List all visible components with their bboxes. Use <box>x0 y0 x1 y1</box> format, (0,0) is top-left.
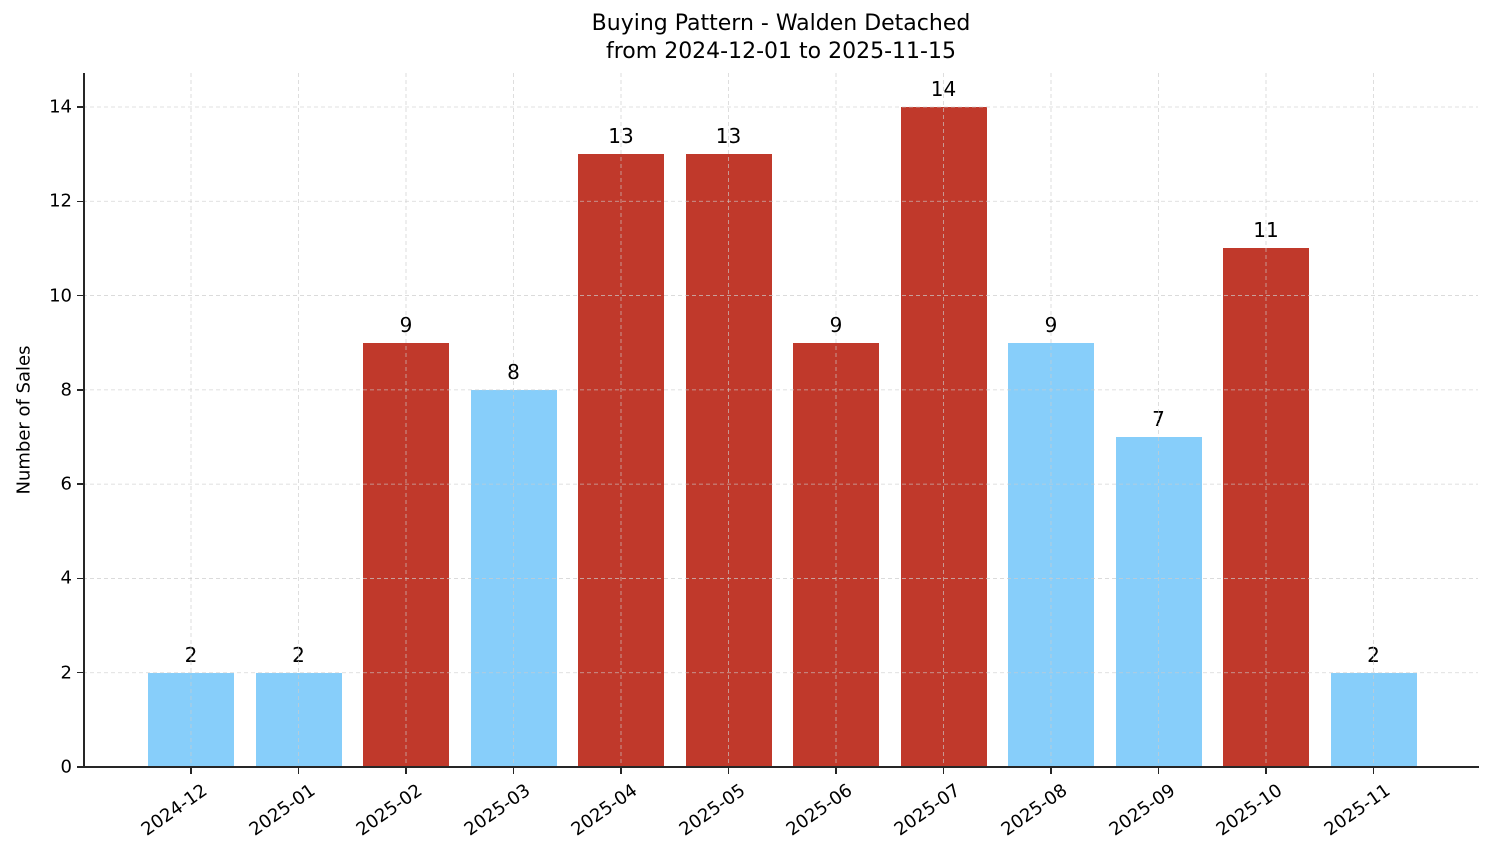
y-tick-label: 6 <box>60 473 72 495</box>
x-tick <box>1372 768 1375 774</box>
x-tick <box>620 768 622 774</box>
y-tick-label: 10 <box>49 285 72 307</box>
y-tick <box>77 106 83 108</box>
y-tick <box>77 294 83 297</box>
y-tick-label: 14 <box>49 96 72 118</box>
y-tick-label: 0 <box>60 756 72 778</box>
bar-value-label: 9 <box>1044 312 1058 337</box>
chart-title: Buying Pattern - Walden Detached from 20… <box>83 10 1479 66</box>
x-tick <box>512 768 515 774</box>
x-axis-line <box>83 766 1479 768</box>
y-tick <box>77 577 83 580</box>
y-tick <box>77 671 83 674</box>
y-tick <box>77 389 83 391</box>
y-tick <box>77 200 83 203</box>
subtitle-line: from 2024-12-01 to 2025-11-15 <box>606 39 956 64</box>
x-tick <box>942 768 945 774</box>
y-tick-label: 2 <box>60 662 72 684</box>
x-tick <box>190 768 192 774</box>
y-tick-label: 12 <box>49 190 72 212</box>
bar-value-label: 8 <box>507 359 520 384</box>
y-tick <box>77 766 83 768</box>
x-tick <box>1157 768 1160 774</box>
bar-value-label: 9 <box>829 312 843 337</box>
title-line: Buying Pattern - Walden Detached <box>591 11 971 36</box>
x-tick <box>1265 768 1267 774</box>
y-tick <box>77 483 83 485</box>
y-tick-label: 8 <box>60 379 72 401</box>
x-tick <box>405 768 407 774</box>
y-axis-line <box>83 73 85 768</box>
bar-value-label: 9 <box>399 312 413 337</box>
x-tick <box>727 768 730 774</box>
y-tick-label: 4 <box>60 567 72 589</box>
x-tick <box>297 768 300 774</box>
x-tick <box>1050 768 1052 774</box>
x-tick <box>835 768 837 774</box>
